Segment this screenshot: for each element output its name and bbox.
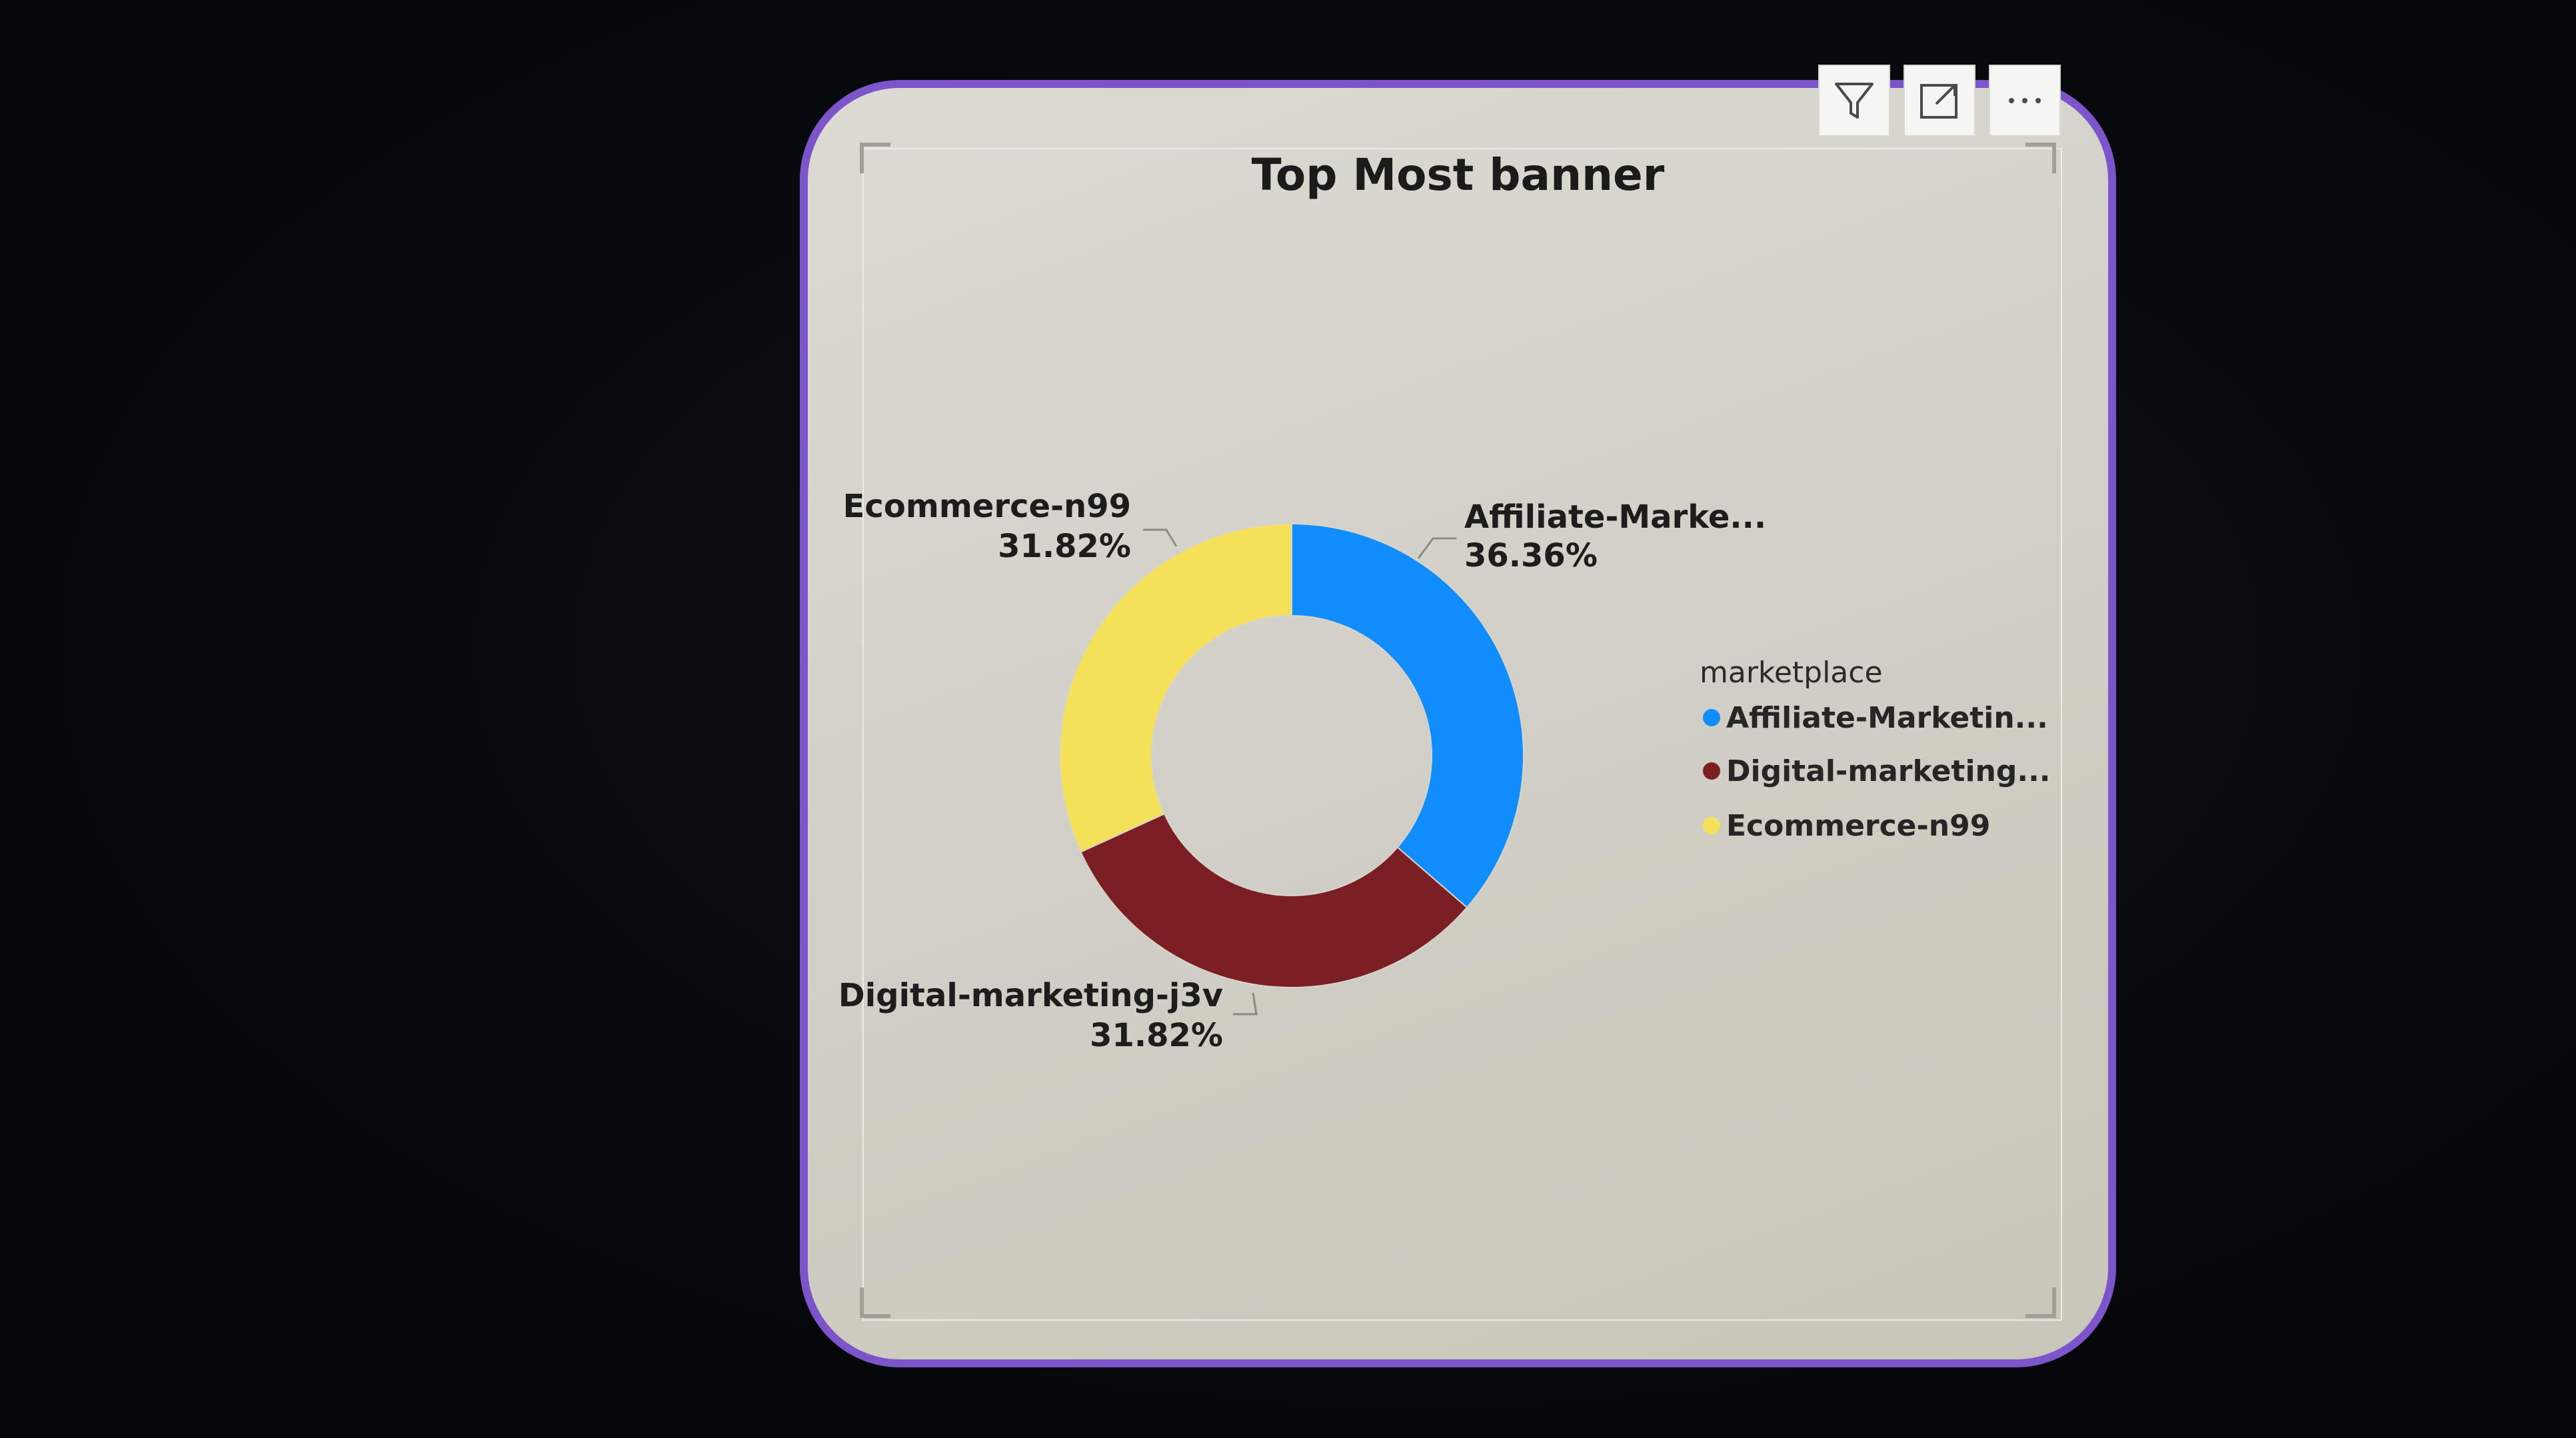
filter-icon <box>1835 83 1874 119</box>
legend: marketplace Affiliate-Marketin... Digita… <box>1700 656 2051 843</box>
more-options-icon <box>2009 98 2041 103</box>
donut-slice-ecommerce[interactable] <box>1059 522 1292 853</box>
legend-label-ecommerce: Ecommerce-n99 <box>1726 809 1990 843</box>
legend-item-affiliate[interactable]: Affiliate-Marketin... <box>1703 701 2048 735</box>
legend-label-digital: Digital-marketing... <box>1726 754 2051 788</box>
data-label-digital-value: 31.82% <box>1090 1017 1223 1054</box>
legend-marker-ecommerce <box>1703 817 1720 834</box>
legend-item-digital[interactable]: Digital-marketing... <box>1703 754 2051 788</box>
data-label-ecommerce-value: 31.82% <box>998 528 1131 565</box>
data-label-affiliate-name: Affiliate-Marke... <box>1464 498 1766 536</box>
donut-slices <box>1059 522 1524 988</box>
data-label-affiliate-value: 36.36% <box>1464 537 1598 574</box>
data-label-ecommerce-name: Ecommerce-n99 <box>843 488 1131 525</box>
visual-selection-frame <box>862 148 2062 1321</box>
legend-marker-affiliate <box>1703 709 1720 726</box>
visual-header-toolbar <box>1818 65 2061 137</box>
donut-slice-affiliate[interactable] <box>1291 522 1524 909</box>
legend-marker-digital <box>1703 762 1720 780</box>
leader-line-ecommerce <box>1143 528 1178 547</box>
leader-line-affiliate <box>1417 537 1456 559</box>
resize-handle-top-left[interactable] <box>860 143 890 173</box>
visual-title: Top Most banner <box>1251 149 1665 201</box>
resize-handle-top-right[interactable] <box>2025 143 2056 173</box>
focus-mode-icon <box>1920 84 1957 119</box>
data-label-digital-name: Digital-marketing-j3v <box>838 977 1223 1014</box>
donut-chart-visual[interactable]: Top Most banner <box>800 80 2116 1367</box>
donut-slice-digital[interactable] <box>1080 812 1468 988</box>
legend-label-affiliate: Affiliate-Marketin... <box>1726 701 2048 735</box>
filter-button[interactable] <box>1818 65 1890 137</box>
legend-title: marketplace <box>1700 656 1883 690</box>
legend-item-ecommerce[interactable]: Ecommerce-n99 <box>1703 809 1990 843</box>
resize-handle-bottom-right[interactable] <box>2025 1287 2056 1318</box>
leader-line-digital <box>1233 992 1258 1016</box>
focus-mode-button[interactable] <box>1904 65 1975 137</box>
resize-handle-bottom-left[interactable] <box>860 1287 890 1318</box>
more-options-button[interactable] <box>1989 65 2061 137</box>
